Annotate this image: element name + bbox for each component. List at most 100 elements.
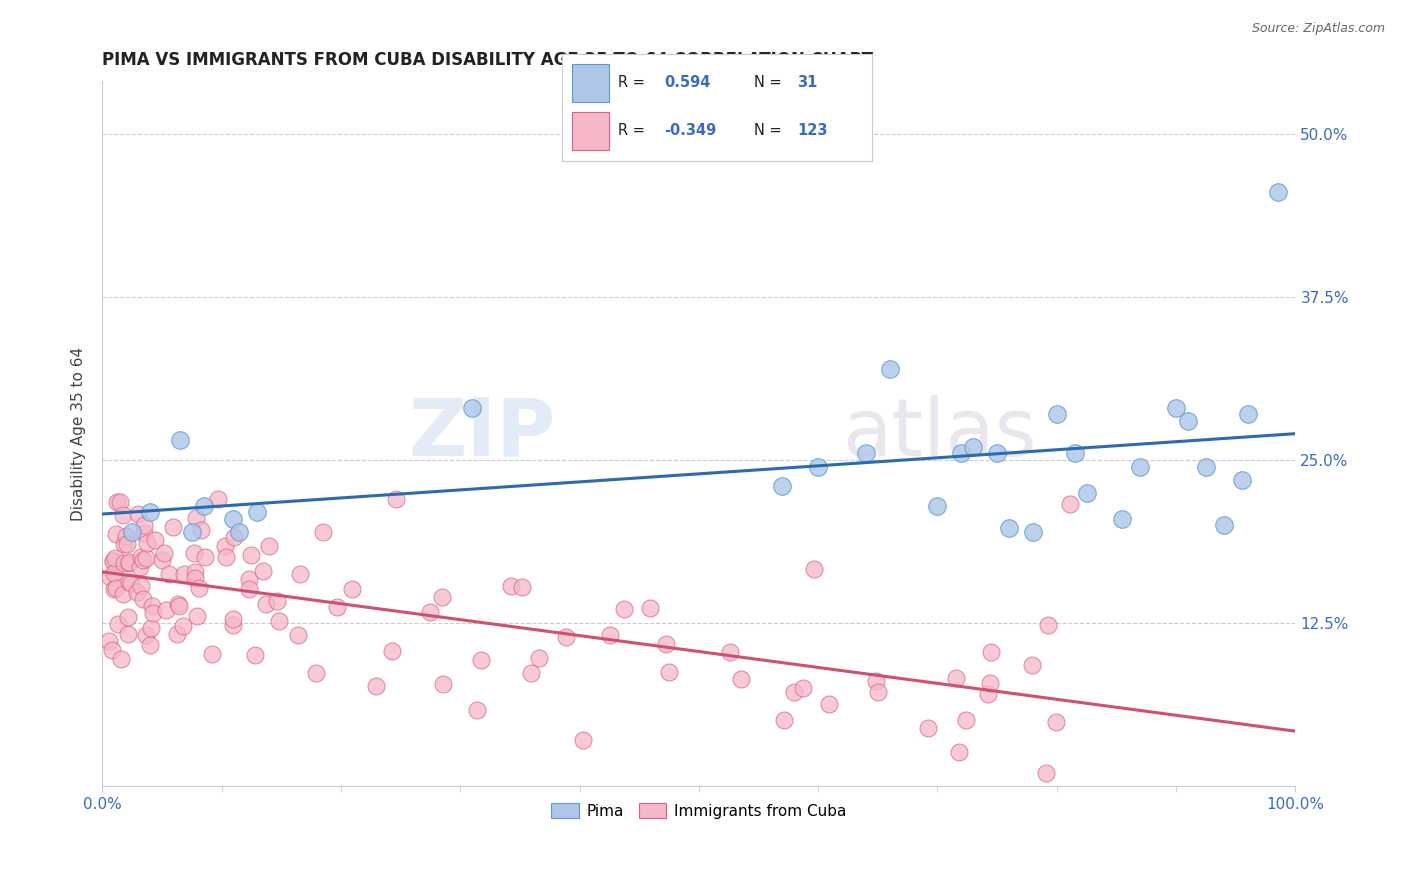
- Text: 31: 31: [797, 75, 818, 90]
- Point: [112, 537, 135, 551]
- Point: [866, 684, 889, 698]
- Point: [117, 627, 139, 641]
- Point: [1212, 518, 1234, 533]
- Point: [1059, 497, 1081, 511]
- Point: [773, 714, 796, 728]
- Point: [103, 582, 125, 596]
- Point: [167, 599, 190, 614]
- Point: [855, 446, 877, 460]
- Point: [152, 546, 174, 560]
- Point: [1022, 524, 1045, 539]
- Text: 123: 123: [797, 123, 828, 138]
- Point: [104, 527, 127, 541]
- Point: [139, 621, 162, 635]
- Point: [139, 505, 162, 519]
- Text: PIMA VS IMMIGRANTS FROM CUBA DISABILITY AGE 35 TO 64 CORRELATION CHART: PIMA VS IMMIGRANTS FROM CUBA DISABILITY …: [103, 51, 873, 69]
- Point: [384, 492, 406, 507]
- Point: [783, 685, 806, 699]
- Point: [125, 584, 148, 599]
- Point: [107, 617, 129, 632]
- Point: [945, 671, 967, 685]
- Point: [1045, 715, 1067, 730]
- Point: [201, 648, 224, 662]
- Text: -0.349: -0.349: [665, 123, 717, 138]
- Point: [132, 518, 155, 533]
- Point: [364, 679, 387, 693]
- Point: [655, 637, 678, 651]
- Point: [166, 626, 188, 640]
- Point: [326, 599, 349, 614]
- Point: [104, 582, 127, 596]
- Point: [962, 440, 984, 454]
- Point: [135, 550, 157, 565]
- Point: [807, 459, 830, 474]
- Point: [101, 554, 124, 568]
- Point: [128, 560, 150, 574]
- Point: [950, 446, 973, 460]
- Point: [115, 529, 138, 543]
- Point: [121, 524, 143, 539]
- Point: [499, 579, 522, 593]
- Text: R =: R =: [619, 75, 645, 90]
- Point: [207, 492, 229, 507]
- Point: [288, 567, 311, 582]
- Point: [193, 499, 215, 513]
- Point: [118, 556, 141, 570]
- Point: [340, 582, 363, 596]
- Point: [927, 499, 949, 513]
- Point: [1021, 657, 1043, 672]
- Point: [520, 665, 543, 680]
- Point: [172, 618, 194, 632]
- Point: [110, 652, 132, 666]
- Point: [132, 526, 155, 541]
- Point: [194, 549, 217, 564]
- Legend: Pima, Immigrants from Cuba: Pima, Immigrants from Cuba: [546, 797, 852, 825]
- Point: [222, 512, 245, 526]
- Point: [803, 562, 825, 576]
- Point: [101, 554, 124, 568]
- Point: [155, 602, 177, 616]
- Point: [239, 548, 262, 562]
- Point: [167, 597, 190, 611]
- Point: [98, 569, 121, 583]
- Point: [718, 645, 741, 659]
- Point: [104, 551, 127, 566]
- Point: [917, 721, 939, 735]
- Point: [246, 505, 269, 519]
- Point: [135, 536, 157, 550]
- Point: [150, 553, 173, 567]
- Point: [215, 550, 238, 565]
- Text: 0.594: 0.594: [665, 75, 711, 90]
- Point: [312, 525, 335, 540]
- Point: [184, 571, 207, 585]
- Point: [117, 610, 139, 624]
- Point: [419, 605, 441, 619]
- Point: [1063, 446, 1085, 460]
- Point: [980, 645, 1002, 659]
- Point: [173, 567, 195, 582]
- Point: [118, 555, 141, 569]
- Point: [430, 590, 453, 604]
- Point: [955, 713, 977, 727]
- Point: [1230, 473, 1253, 487]
- Point: [97, 634, 120, 648]
- Text: R =: R =: [619, 123, 645, 138]
- Point: [118, 575, 141, 590]
- Point: [1236, 407, 1258, 421]
- Point: [252, 564, 274, 578]
- Point: [127, 507, 149, 521]
- Point: [190, 523, 212, 537]
- Point: [111, 508, 134, 523]
- Point: [770, 479, 793, 493]
- Point: [108, 495, 131, 509]
- Point: [228, 524, 250, 539]
- Point: [527, 651, 550, 665]
- Point: [555, 630, 578, 644]
- Point: [817, 697, 839, 711]
- Text: Source: ZipAtlas.com: Source: ZipAtlas.com: [1251, 22, 1385, 36]
- Point: [658, 665, 681, 680]
- Point: [132, 591, 155, 606]
- Point: [305, 665, 328, 680]
- Point: [1035, 766, 1057, 780]
- Point: [465, 703, 488, 717]
